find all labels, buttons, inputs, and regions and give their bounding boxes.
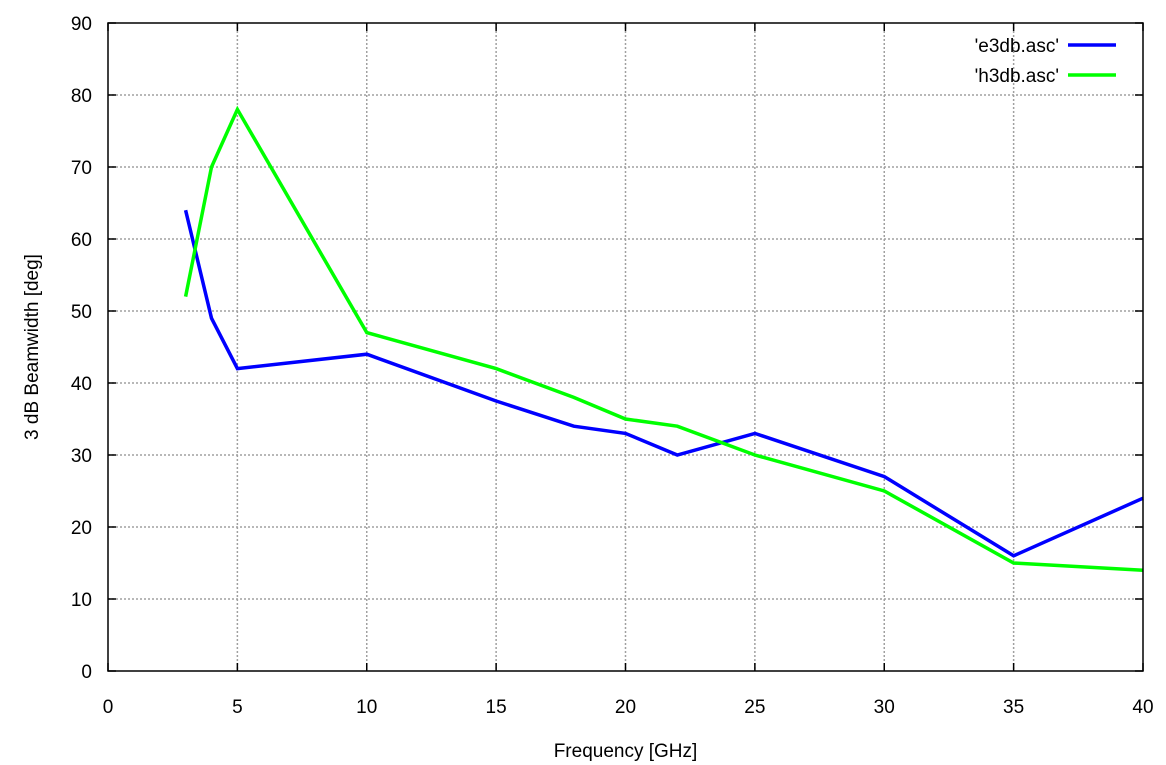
- x-tick-label: 25: [744, 697, 765, 718]
- y-tick-label: 70: [71, 158, 92, 179]
- x-tick-label: 10: [356, 697, 377, 718]
- legend-label-1: 'h3db.asc': [975, 66, 1059, 87]
- y-axis-label: 3 dB Beamwidth [deg]: [22, 254, 43, 440]
- y-tick-label: 90: [71, 14, 92, 35]
- y-tick-label: 0: [81, 662, 92, 683]
- y-tick-label: 20: [71, 518, 92, 539]
- y-tick-label: 10: [71, 590, 92, 611]
- grid: [108, 23, 1143, 671]
- x-axis-label: Frequency [GHz]: [554, 741, 698, 762]
- y-tick-label: 30: [71, 446, 92, 467]
- series-layer: [183, 105, 1144, 572]
- series-line-0: [183, 209, 1144, 558]
- x-tick-label: 35: [1003, 697, 1024, 718]
- x-tick-label: 40: [1132, 697, 1153, 718]
- legend-label-0: 'e3db.asc': [975, 36, 1059, 57]
- x-tick-label: 15: [486, 697, 507, 718]
- x-tick-label: 0: [103, 697, 114, 718]
- y-tick-label: 40: [71, 374, 92, 395]
- y-tick-label: 60: [71, 230, 92, 251]
- x-tick-label: 20: [615, 697, 636, 718]
- y-tick-label: 80: [71, 86, 92, 107]
- ticks: 0 5 10 15 20 25 30 35 40 0 10 20 30 40 50 60 70 80 90: [71, 14, 1154, 718]
- legend: 'e3db.asc' 'h3db.asc': [975, 36, 1116, 87]
- y-tick-label: 50: [71, 302, 92, 323]
- series-line-1: [183, 105, 1144, 572]
- x-tick-label: 30: [874, 697, 895, 718]
- x-tick-label: 5: [232, 697, 243, 718]
